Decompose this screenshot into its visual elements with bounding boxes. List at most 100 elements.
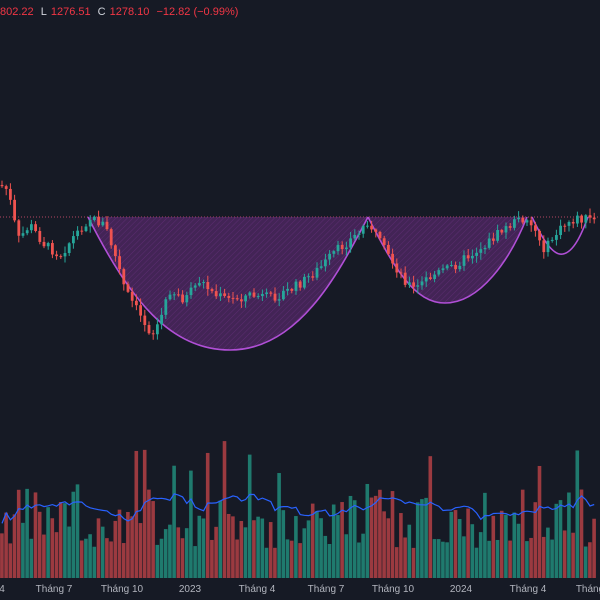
volume-bar	[138, 523, 143, 578]
candle-body	[80, 230, 84, 232]
candle-body	[517, 217, 520, 220]
volume-bar	[184, 528, 189, 578]
x-axis-label: Tháng 7	[307, 584, 345, 595]
candle-body	[164, 299, 168, 315]
candle-body	[357, 233, 361, 235]
volume-bar	[529, 537, 533, 578]
volume-bar	[508, 540, 512, 578]
volume-bar	[588, 542, 592, 578]
volume-bar	[50, 518, 55, 578]
candle-body	[462, 255, 466, 266]
candle-body	[67, 243, 71, 254]
volume-bar	[470, 524, 475, 578]
candle-body	[248, 292, 252, 296]
volume-bar	[75, 484, 80, 578]
volume-bar	[571, 532, 575, 578]
candle-body	[387, 244, 390, 254]
volume-bar	[268, 522, 273, 578]
candle-body	[399, 272, 403, 274]
candle-body	[46, 243, 50, 247]
volume-bar	[218, 500, 223, 578]
volume-bar	[79, 540, 84, 578]
volume-bar	[294, 516, 298, 578]
volume-bar	[46, 507, 50, 578]
volume-bar	[0, 533, 4, 578]
volume-bar	[168, 524, 172, 578]
candle-body	[198, 283, 201, 286]
candle-body	[298, 281, 302, 288]
candle-body	[567, 222, 571, 226]
candle-body	[311, 276, 315, 278]
candle-body	[580, 215, 583, 223]
candle-body	[492, 238, 495, 241]
candle-body	[546, 240, 550, 253]
candle-body	[496, 230, 499, 241]
candle-body	[315, 267, 319, 278]
volume-bar	[315, 511, 319, 578]
candle-body	[235, 298, 239, 300]
candle-body	[227, 295, 231, 298]
candle-body	[63, 253, 67, 257]
volume-bar	[226, 513, 231, 578]
candle-body	[51, 243, 54, 255]
volume-bar	[21, 522, 25, 578]
candle-body	[273, 293, 277, 301]
candle-body	[303, 276, 306, 288]
candle-body	[4, 186, 8, 189]
volume-bar	[113, 520, 118, 578]
volume-bar	[331, 504, 336, 578]
candle-body	[366, 225, 369, 227]
candlestick-series	[0, 180, 596, 340]
candle-body	[59, 256, 63, 258]
candle-body	[504, 226, 508, 233]
candle-body	[471, 255, 474, 259]
volume-bar	[420, 499, 424, 578]
volume-bar	[369, 497, 374, 578]
volume-bar	[483, 492, 487, 578]
candle-body	[109, 229, 113, 246]
volume-bar	[25, 488, 29, 578]
candle-body	[244, 295, 247, 302]
candle-body	[135, 300, 138, 306]
volume-bar	[67, 526, 71, 578]
volume-bar	[546, 527, 550, 578]
candle-body	[219, 293, 222, 297]
candle-body	[206, 282, 210, 290]
candle-body	[324, 259, 327, 267]
volume-bar	[361, 533, 365, 578]
candle-body	[345, 247, 348, 250]
volume-bar	[399, 513, 403, 578]
volume-bar	[105, 538, 109, 578]
candle-body	[160, 314, 163, 325]
candle-body	[408, 282, 411, 285]
volume-bar	[491, 515, 496, 578]
candle-body	[168, 294, 172, 300]
candle-body	[361, 226, 365, 234]
volume-bar	[407, 524, 412, 578]
volume-bar	[499, 510, 504, 578]
candle-body	[93, 216, 96, 221]
candle-body	[193, 285, 197, 288]
candle-body	[55, 254, 58, 257]
volume-bar	[84, 538, 88, 578]
volume-bar	[453, 510, 458, 578]
candle-body	[563, 225, 567, 227]
volume-bar	[562, 530, 567, 578]
candle-body	[403, 272, 407, 285]
candle-body	[378, 231, 382, 239]
volume-bar	[155, 544, 160, 578]
candle-body	[34, 224, 37, 231]
candle-body	[139, 305, 142, 316]
volume-bar	[252, 520, 256, 578]
volume-bar	[495, 539, 500, 578]
volume-bar	[541, 536, 546, 578]
volume-ma-line	[1, 493, 595, 524]
candle-body	[529, 220, 533, 226]
volume-bar	[210, 539, 214, 578]
candle-body	[336, 244, 340, 252]
candle-body	[559, 225, 562, 236]
x-axis-label: 4	[0, 584, 5, 595]
volume-bar	[273, 547, 277, 578]
